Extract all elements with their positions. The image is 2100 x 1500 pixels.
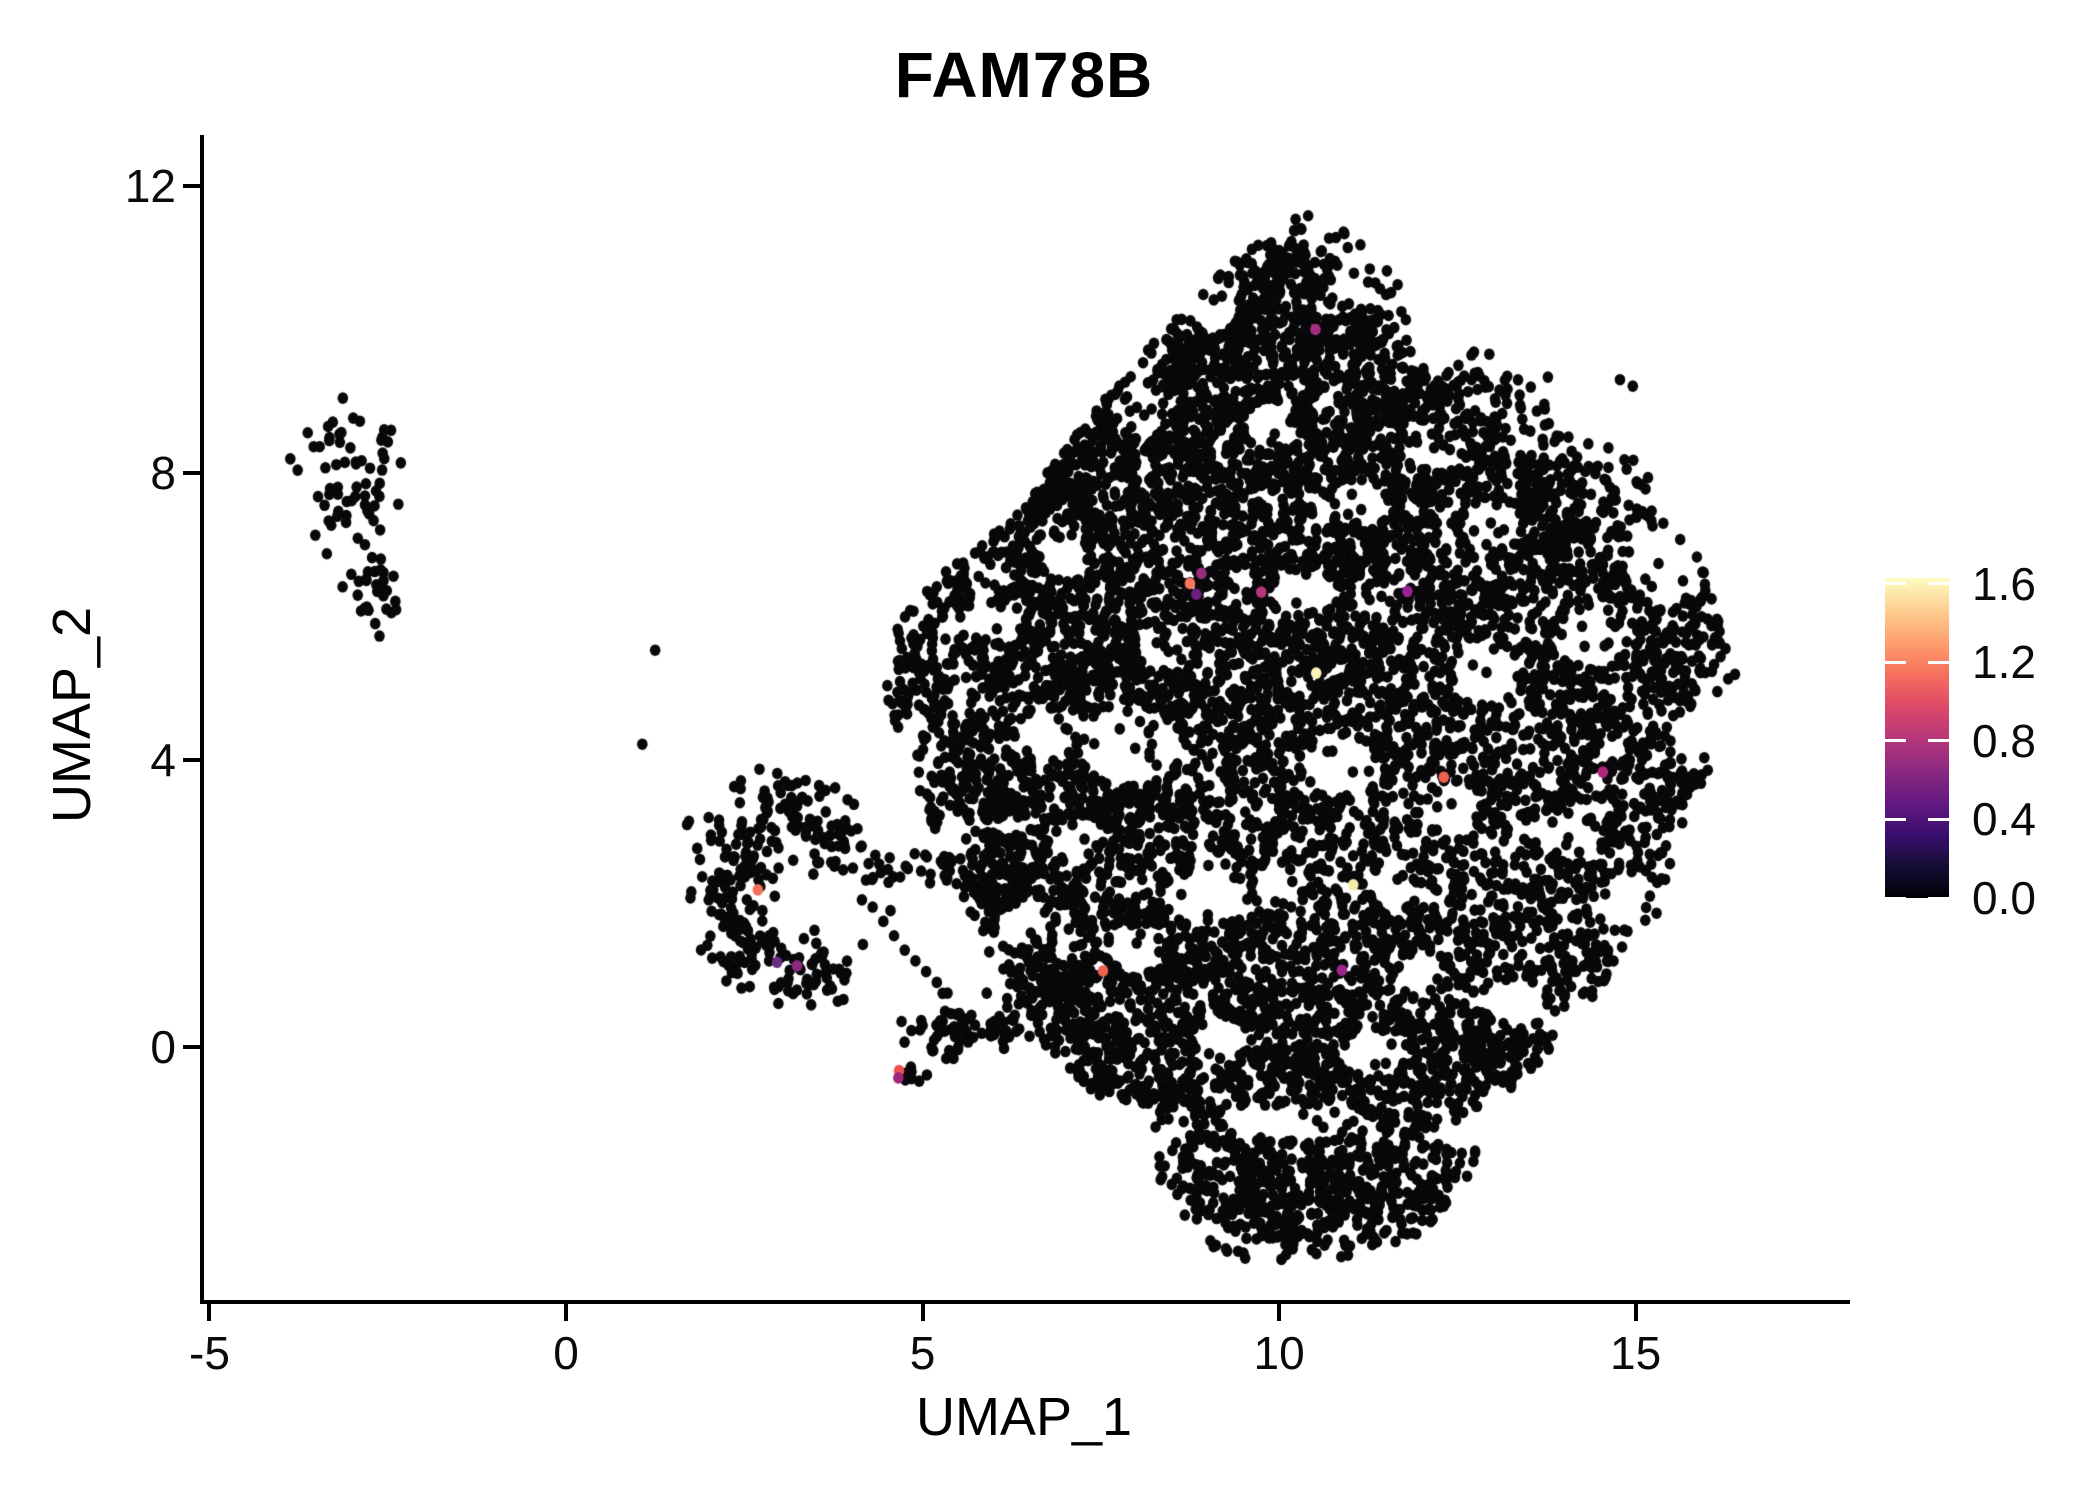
x-axis-line	[200, 1300, 1850, 1304]
y-tick-mark	[183, 1044, 200, 1049]
legend-tick-label: 0.8	[1972, 714, 2036, 767]
legend-tick-mark	[1928, 896, 1949, 900]
legend-tick-mark	[1885, 817, 1906, 821]
y-tick-label: 0	[150, 1020, 176, 1073]
legend-tick-mark	[1928, 582, 1949, 586]
legend-tick-label: 1.6	[1972, 557, 2036, 610]
x-tick-label: -5	[189, 1327, 230, 1379]
legend-tick-mark	[1928, 739, 1949, 743]
y-tick-label: 8	[150, 446, 176, 499]
y-tick-label: 12	[124, 159, 176, 212]
legend-tick-mark	[1928, 660, 1949, 664]
legend-tick-mark	[1885, 660, 1906, 664]
x-axis-title: UMAP_1	[915, 1387, 1133, 1447]
plot-title: FAM78B	[894, 39, 1154, 111]
y-axis-title: UMAP_2	[42, 606, 102, 824]
x-tick-mark	[1277, 1304, 1282, 1321]
legend-tick-label: 1.2	[1972, 636, 2036, 689]
y-axis-line	[200, 135, 204, 1304]
x-tick-mark	[207, 1304, 212, 1321]
x-tick-mark	[564, 1304, 569, 1321]
x-tick-mark	[1633, 1304, 1638, 1321]
umap-scatter-canvas	[202, 135, 1846, 1302]
x-tick-label: 10	[1253, 1327, 1305, 1379]
x-tick-mark	[920, 1304, 925, 1321]
y-tick-mark	[183, 183, 200, 188]
x-tick-label: 0	[553, 1327, 579, 1379]
y-tick-mark	[183, 757, 200, 762]
legend-tick-mark	[1928, 817, 1949, 821]
legend-tick-label: 0.0	[1972, 872, 2036, 924]
legend-tick-mark	[1885, 739, 1906, 743]
legend-colorbar	[1885, 578, 1949, 898]
legend-tick-mark	[1885, 896, 1906, 900]
x-tick-label: 15	[1610, 1327, 1662, 1379]
y-tick-mark	[183, 470, 200, 475]
legend-tick-mark	[1885, 582, 1906, 586]
legend-tick-label: 0.4	[1972, 793, 2036, 846]
x-tick-label: 5	[909, 1327, 936, 1379]
y-tick-label: 4	[150, 733, 176, 786]
